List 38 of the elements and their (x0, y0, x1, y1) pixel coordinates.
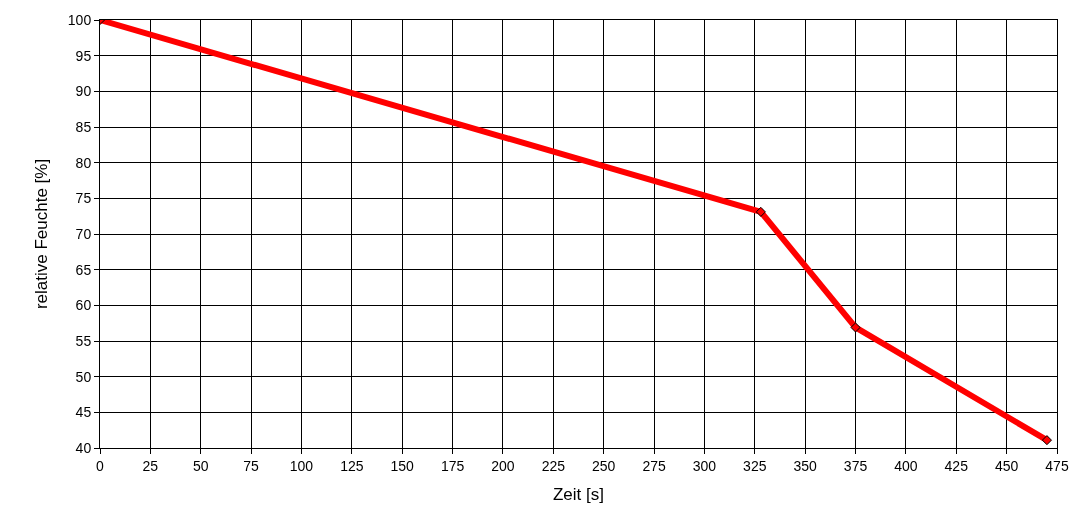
point (850, 322, 861, 333)
x-tick-label: 25 (142, 457, 159, 474)
x-tick-label: 175 (440, 457, 465, 474)
x-tick-label: 375 (843, 457, 868, 474)
y-tick-label: 100 (67, 11, 92, 28)
y-axis-title: relative Feuchte [%] (32, 158, 52, 310)
x-tick-label: 325 (743, 457, 767, 474)
x-tick-label: 125 (340, 457, 364, 474)
y-tick-label: 45 (75, 404, 92, 421)
point (1041, 435, 1052, 446)
y-tick-label: 55 (75, 332, 92, 349)
x-tick-label: 350 (793, 457, 818, 474)
x-tick-label: 150 (390, 457, 415, 474)
x-tick-label: 275 (642, 457, 666, 474)
x-tick-label: 425 (944, 457, 969, 474)
x-tick-label: 250 (592, 457, 616, 474)
y-tick-label: 65 (75, 261, 92, 278)
x-tick-label: 50 (192, 457, 209, 474)
point (755, 206, 766, 217)
y-tick-label: 90 (75, 83, 92, 100)
y-tick-label: 60 (75, 297, 92, 314)
y-tick-label: 80 (75, 154, 92, 171)
y-tick-label: 85 (75, 118, 92, 135)
x-tick-label: 0 (96, 457, 105, 474)
x-tick-label: 450 (994, 457, 1019, 474)
x-tick-label: 200 (491, 457, 515, 474)
y-tick-label: 75 (75, 190, 92, 207)
y-tick-label: 95 (75, 47, 92, 64)
x-tick-label: 400 (894, 457, 918, 474)
x-tick-label: 100 (289, 457, 314, 474)
x-tick-label: 75 (243, 457, 260, 474)
x-tick-label: 475 (1045, 457, 1069, 474)
y-tick-label: 50 (75, 368, 92, 385)
x-tick-label: 300 (692, 457, 717, 474)
x-tick-label: 225 (541, 457, 566, 474)
y-tick-label: 40 (75, 439, 92, 456)
x-axis-title: Zeit [s] (552, 485, 605, 505)
y-tick-label: 70 (75, 225, 92, 242)
